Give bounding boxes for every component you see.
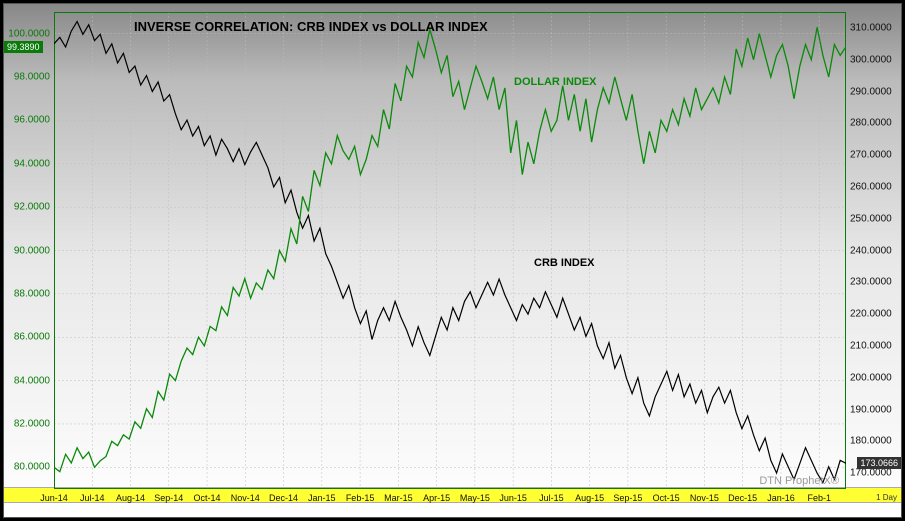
watermark: DTN ProphetX® [759, 475, 839, 487]
x-tick: Oct-15 [653, 493, 680, 503]
y-left-tick: 98.0000 [14, 72, 50, 83]
y-right-tick: 230.0000 [850, 277, 892, 288]
x-tick: Aug-15 [575, 493, 604, 503]
y-left-tick: 90.0000 [14, 245, 50, 256]
y-left-tick: 82.0000 [14, 418, 50, 429]
y-left-tick: 96.0000 [14, 115, 50, 126]
y-right-tick: 290.0000 [850, 86, 892, 97]
chart-outer: INVERSE CORRELATION: CRB INDEX vs DOLLAR… [0, 0, 905, 521]
x-tick: Jul-15 [539, 493, 564, 503]
y-left-tick: 80.0000 [14, 462, 50, 473]
y-right-tick: 270.0000 [850, 150, 892, 161]
x-tick: May-15 [460, 493, 490, 503]
y-right-tick: 260.0000 [850, 181, 892, 192]
y-right-tick: 240.0000 [850, 245, 892, 256]
y-right-tick: 190.0000 [850, 404, 892, 415]
x-tick: Dec-15 [728, 493, 757, 503]
y-left-tick: 94.0000 [14, 158, 50, 169]
x-tick: Feb-1 [807, 493, 831, 503]
y-right-tick: 210.0000 [850, 340, 892, 351]
y-right-tick: 250.0000 [850, 213, 892, 224]
x-tick: Sep-14 [154, 493, 183, 503]
series-label-dollar: DOLLAR INDEX [514, 76, 597, 88]
y-left-tick: 92.0000 [14, 202, 50, 213]
y-right-tick: 220.0000 [850, 309, 892, 320]
y-left-tick: 84.0000 [14, 375, 50, 386]
x-tick: Sep-15 [613, 493, 642, 503]
y-axis-left: 80.0000 82.0000 84.0000 86.0000 88.0000 90.00… [4, 12, 54, 489]
right-current-tag: 173.0666 [857, 457, 901, 469]
y-left-tick: 100.0000 [8, 28, 50, 39]
x-axis-labels: Jun-14Jul-14Aug-14Sep-14Oct-14Nov-14Dec-… [54, 489, 846, 503]
y-right-tick: 200.0000 [850, 372, 892, 383]
x-tick: Jun-14 [40, 493, 68, 503]
x-tick: Aug-14 [116, 493, 145, 503]
x-tick: Feb-15 [346, 493, 375, 503]
plot-svg [54, 12, 846, 489]
series-label-crb: CRB INDEX [534, 257, 595, 269]
x-tick: Apr-15 [423, 493, 450, 503]
x-tick: Jan-15 [308, 493, 336, 503]
chart-frame: INVERSE CORRELATION: CRB INDEX vs DOLLAR… [3, 3, 902, 518]
y-right-tick: 280.0000 [850, 118, 892, 129]
chart-title: INVERSE CORRELATION: CRB INDEX vs DOLLAR… [134, 19, 488, 34]
interval-label: 1 Day [876, 493, 897, 502]
y-right-tick: 310.0000 [850, 22, 892, 33]
y-left-tick: 88.0000 [14, 288, 50, 299]
x-tick: Nov-15 [690, 493, 719, 503]
x-tick: Dec-14 [269, 493, 298, 503]
plot-area[interactable]: 99.3890 173.0666 [54, 12, 846, 489]
y-axis-right: 170.0000180.0000190.0000200.0000210.0000… [846, 12, 901, 489]
x-tick: Nov-14 [231, 493, 260, 503]
y-left-tick: 86.0000 [14, 332, 50, 343]
x-tick: Jun-15 [499, 493, 527, 503]
x-tick: Jan-16 [767, 493, 795, 503]
x-tick: Mar-15 [384, 493, 413, 503]
x-tick: Oct-14 [194, 493, 221, 503]
y-right-tick: 300.0000 [850, 54, 892, 65]
x-tick: Jul-14 [80, 493, 105, 503]
left-current-tag: 99.3890 [4, 41, 43, 53]
y-right-tick: 180.0000 [850, 436, 892, 447]
